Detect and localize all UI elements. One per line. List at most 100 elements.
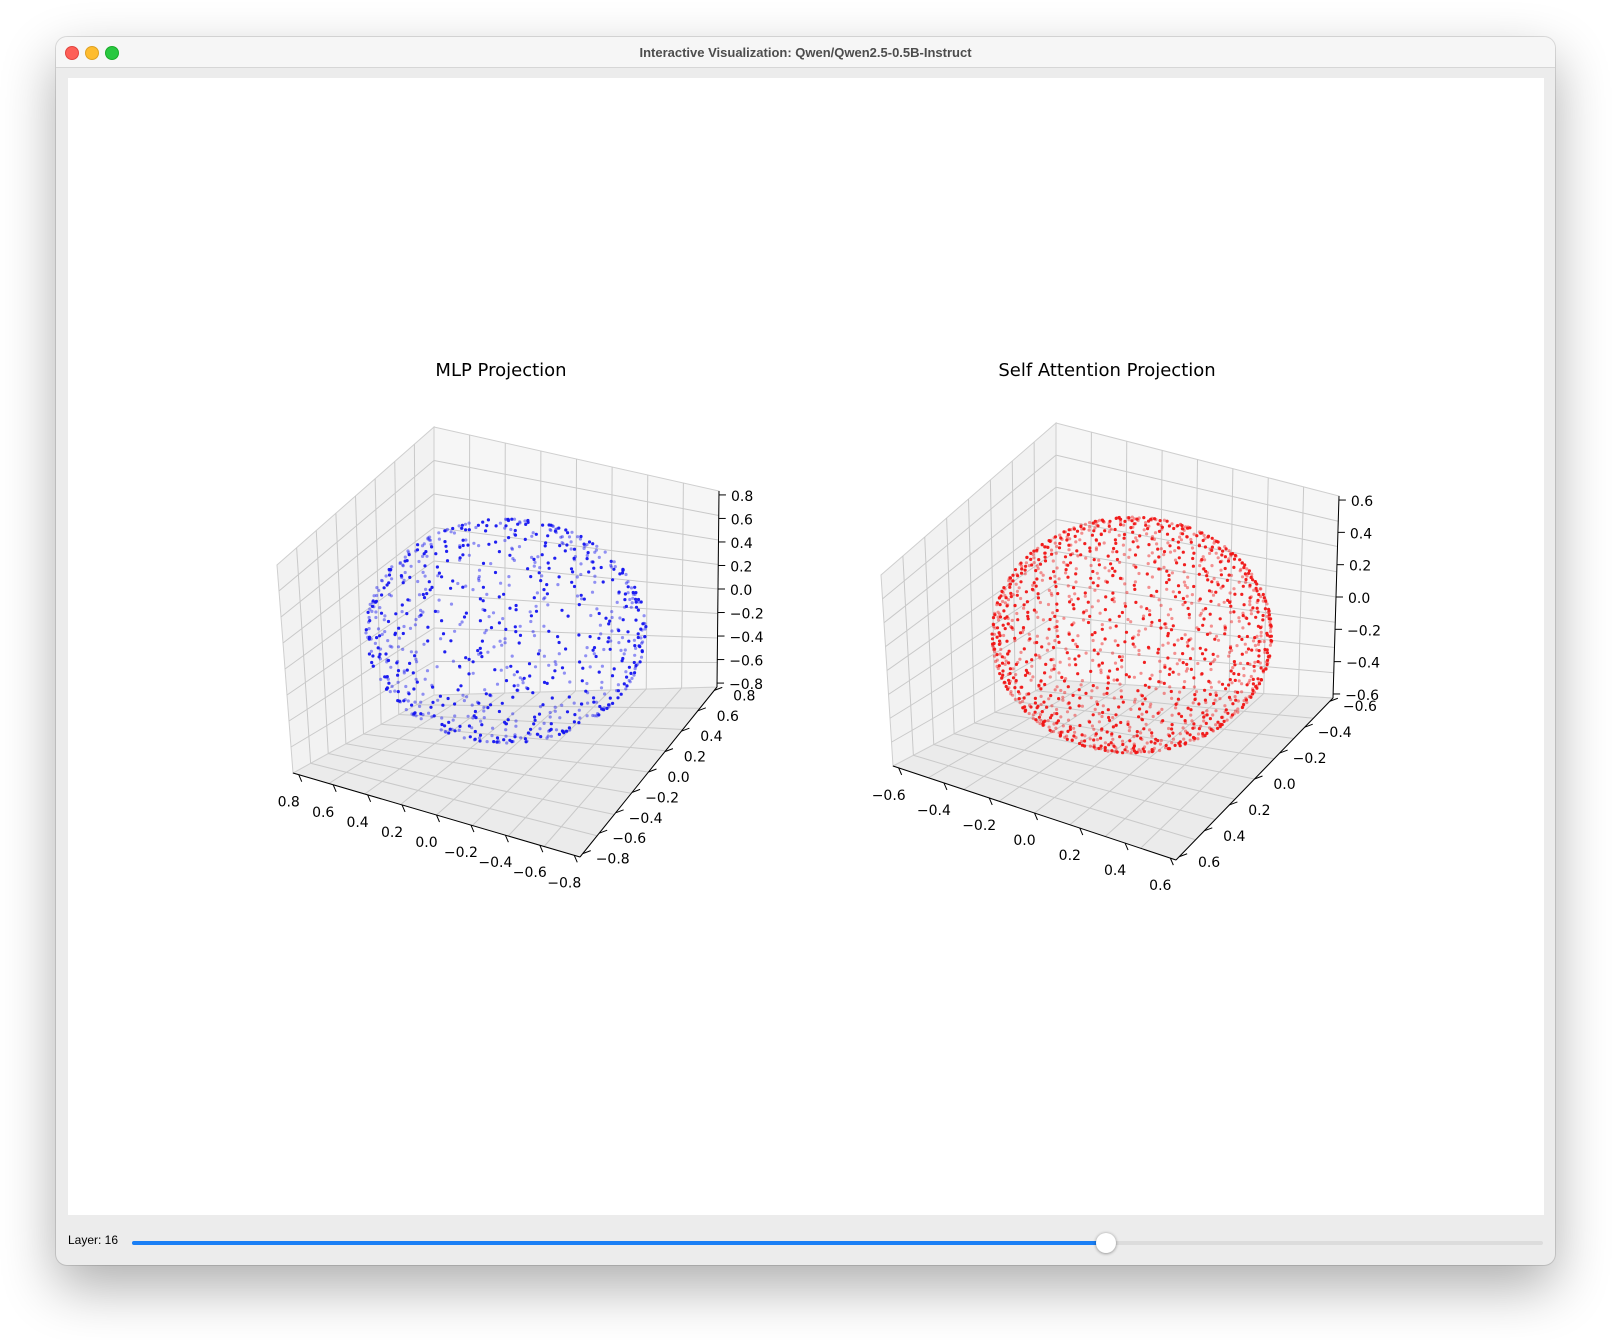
data-point [542, 654, 546, 658]
data-point [991, 622, 996, 627]
data-point [1013, 697, 1018, 702]
data-point [486, 650, 490, 654]
data-point [588, 665, 592, 669]
data-point [1075, 529, 1080, 533]
data-point [513, 528, 517, 533]
data-point [1261, 613, 1265, 618]
data-point [1006, 598, 1011, 602]
data-point [428, 538, 432, 542]
data-point [994, 659, 998, 664]
data-point [1117, 614, 1121, 618]
data-point [1141, 747, 1145, 751]
data-point [1109, 527, 1113, 531]
data-point [1036, 704, 1040, 708]
data-point [1180, 527, 1184, 531]
data-point [375, 593, 379, 598]
zoom-button[interactable] [105, 46, 119, 60]
minimize-button[interactable] [85, 46, 99, 60]
data-point [1188, 738, 1192, 742]
data-point [1148, 728, 1152, 732]
layer-slider[interactable] [132, 1233, 1543, 1253]
data-point [1244, 580, 1248, 584]
data-point [1159, 603, 1163, 608]
slider-thumb[interactable] [1095, 1233, 1116, 1253]
data-point [1068, 537, 1072, 541]
data-point [499, 668, 503, 672]
back-grid [433, 460, 719, 516]
data-point [495, 736, 500, 740]
title-bar[interactable]: Interactive Visualization: Qwen/Qwen2.5-… [56, 37, 1555, 68]
data-point [1131, 540, 1135, 544]
data-point [1236, 707, 1240, 711]
data-point [630, 601, 634, 605]
data-point [1173, 743, 1177, 748]
data-point [375, 636, 379, 640]
data-point [396, 680, 400, 684]
data-point [472, 541, 476, 545]
data-point [464, 656, 468, 660]
figure-canvas[interactable]: 0.8 0.6 0.4 0.2 0.0 −0.2 −0.4 −0.6 −0.8 −0.8 −0.6−… [68, 78, 1544, 1215]
data-point [1052, 570, 1056, 574]
data-point [1022, 606, 1026, 610]
data-point [1129, 707, 1133, 712]
data-point [607, 703, 611, 707]
data-point [440, 716, 444, 720]
data-point [1072, 726, 1076, 730]
data-point [426, 625, 430, 629]
back-grid [1055, 551, 1337, 598]
data-point [1204, 648, 1208, 652]
data-point [531, 630, 535, 634]
z-tick-label: 0.2 [730, 560, 752, 576]
data-point [1187, 612, 1191, 617]
left-grid [886, 551, 1057, 671]
data-point [603, 550, 607, 554]
data-point [1173, 651, 1177, 656]
data-point [1133, 697, 1137, 701]
data-point [1077, 688, 1081, 692]
data-point [407, 553, 411, 557]
data-point [1112, 546, 1116, 551]
data-point [414, 714, 418, 718]
data-point [1057, 697, 1061, 701]
left-grid [989, 479, 996, 713]
data-point [476, 523, 480, 527]
data-point [554, 728, 559, 732]
data-point [484, 692, 488, 696]
data-point [1168, 685, 1172, 689]
data-point [1097, 712, 1101, 716]
data-point [1073, 713, 1077, 717]
data-point [1170, 522, 1174, 526]
x-tick-label: 0.2 [381, 825, 403, 841]
data-point [559, 535, 563, 539]
data-point [490, 734, 494, 738]
data-point [1216, 583, 1220, 587]
close-button[interactable] [65, 46, 79, 60]
data-point [608, 696, 612, 700]
data-point [1268, 634, 1272, 638]
data-point [1126, 720, 1130, 724]
data-point [549, 727, 553, 732]
data-point [588, 635, 592, 639]
data-point [548, 715, 552, 719]
data-point [526, 567, 530, 571]
data-point [526, 520, 530, 524]
data-point [1001, 673, 1005, 677]
data-point [1068, 727, 1072, 732]
data-point [1200, 652, 1205, 656]
data-point [1063, 735, 1067, 740]
data-point [1073, 592, 1077, 596]
data-point [1014, 582, 1018, 586]
data-point [1170, 741, 1174, 745]
data-point [1034, 610, 1038, 614]
data-point [518, 520, 522, 524]
data-point [1098, 518, 1102, 522]
data-point [539, 579, 543, 583]
data-point [1129, 620, 1133, 624]
data-point [548, 710, 552, 715]
data-point [1101, 704, 1105, 708]
data-point [425, 554, 429, 558]
data-point [1186, 575, 1190, 579]
data-point [1032, 556, 1036, 560]
data-point [1106, 681, 1110, 685]
data-point [1067, 528, 1071, 532]
